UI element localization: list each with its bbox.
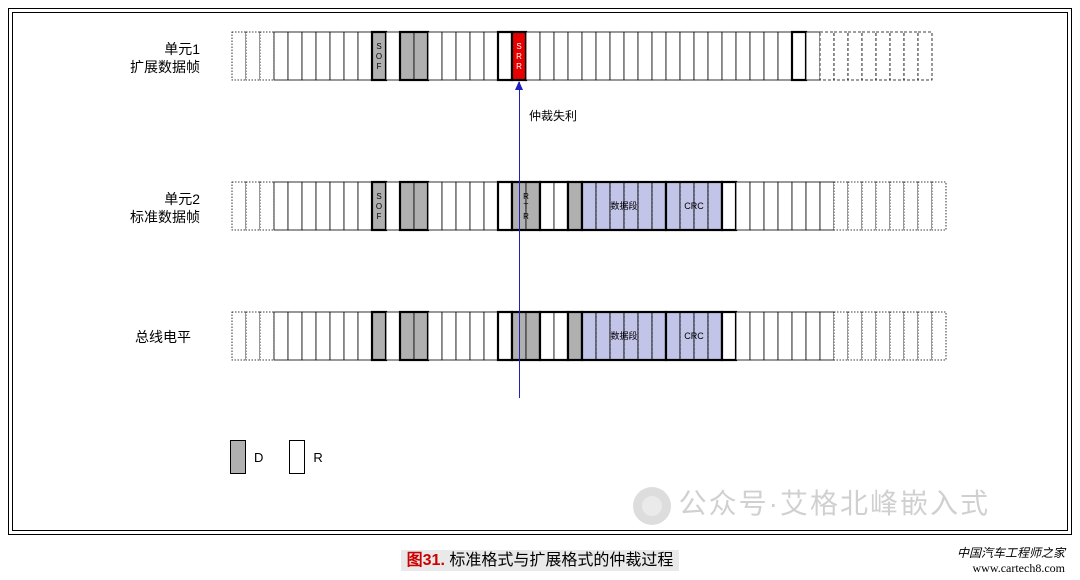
svg-text:R: R — [523, 212, 529, 221]
row2-frame: SOF RTR 数据段 CRC — [230, 180, 948, 232]
legend: D R — [230, 440, 341, 474]
svg-text:S: S — [376, 192, 381, 201]
svg-text:S: S — [516, 42, 521, 51]
svg-text:CRC: CRC — [684, 201, 704, 211]
row1-frame: SOFSRR — [230, 30, 934, 82]
row2-label: 单元2标准数据帧 — [130, 190, 200, 226]
svg-text:F: F — [377, 62, 382, 71]
legend-r-box — [289, 440, 305, 474]
arbitration-arrow — [519, 82, 520, 398]
arbitration-arrow-head — [515, 81, 523, 90]
arbitration-lost-label: 仲裁失利 — [529, 107, 577, 124]
legend-d-box — [230, 440, 246, 474]
row1-label: 单元1扩展数据帧 — [130, 40, 200, 76]
svg-text:数据段: 数据段 — [610, 330, 637, 341]
svg-text:数据段: 数据段 — [610, 200, 637, 211]
row3-frame: 数据段 CRC — [230, 310, 948, 362]
svg-text:O: O — [376, 202, 382, 211]
svg-text:R: R — [516, 52, 522, 61]
svg-text:S: S — [376, 42, 381, 51]
legend-d-label: D — [254, 450, 263, 465]
svg-text:T: T — [524, 202, 529, 211]
wechat-icon — [633, 487, 671, 525]
svg-text:CRC: CRC — [684, 331, 704, 341]
svg-text:R: R — [523, 192, 529, 201]
figure-caption: 图31. 标准格式与扩展格式的仲裁过程 — [0, 546, 1080, 570]
watermark: 公众号·艾格北峰嵌入式 — [633, 482, 990, 525]
svg-text:R: R — [516, 62, 522, 71]
svg-text:F: F — [377, 212, 382, 221]
inner-frame — [12, 12, 1068, 531]
svg-text:O: O — [376, 52, 382, 61]
site-credit: 中国汽车工程师之家 www.cartech8.com — [957, 546, 1065, 575]
legend-r-label: R — [313, 450, 322, 465]
row3-label: 总线电平 — [135, 328, 191, 346]
